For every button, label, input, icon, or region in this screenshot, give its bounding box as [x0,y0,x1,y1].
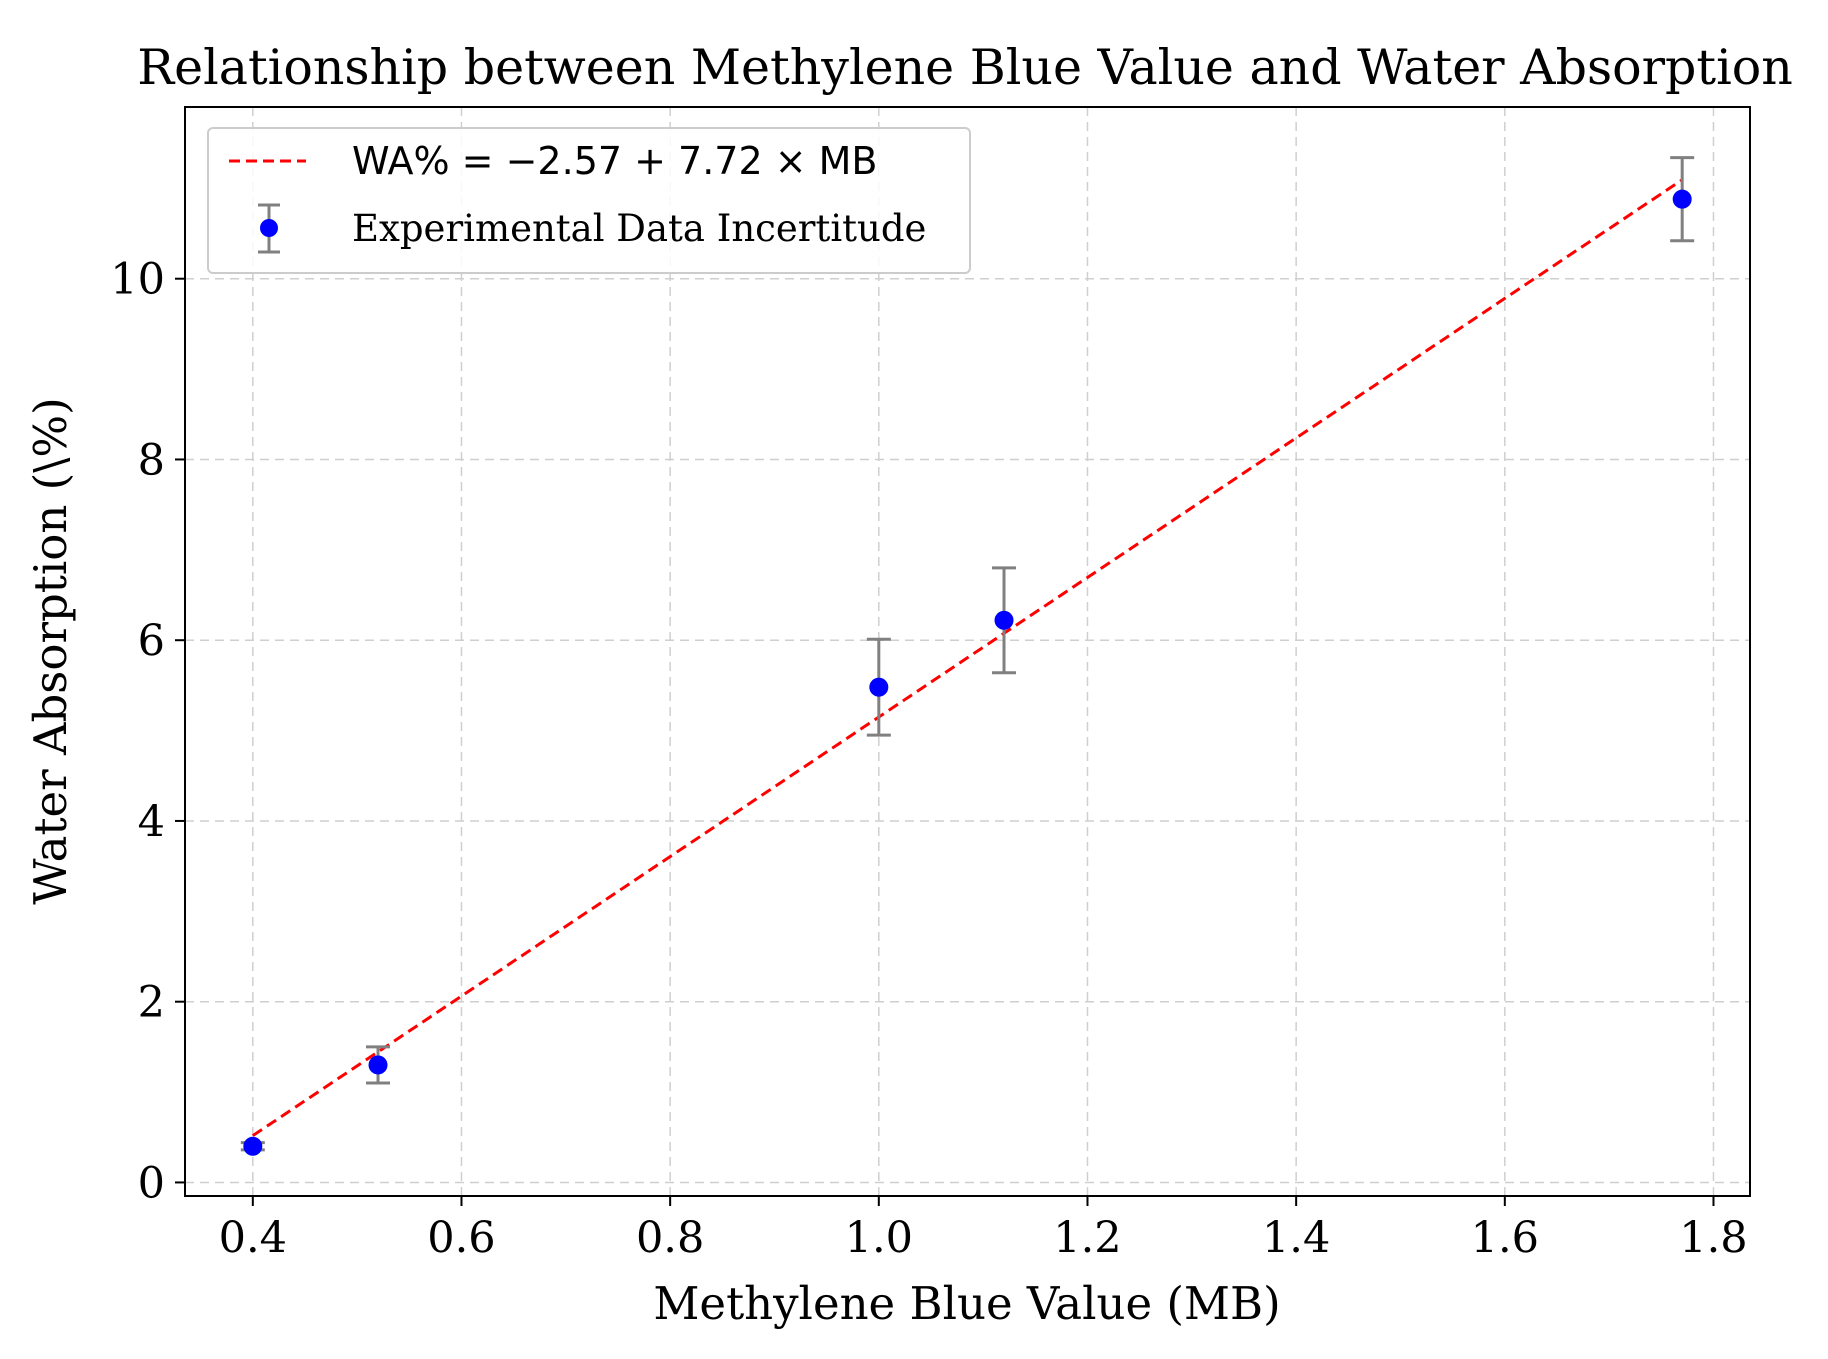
y-tick-label: 0 [138,1158,165,1208]
fit-line-group [251,178,1684,1137]
legend: WA% = −2.57 + 7.72 × MB Experimental Dat… [207,127,971,274]
chart-title: Relationship between Methylene Blue Valu… [137,39,1793,96]
data-point [869,677,889,697]
x-tick-label: 1.6 [1471,1213,1539,1263]
data-point [243,1136,263,1156]
x-tick-label: 0.4 [219,1213,287,1263]
x-tick-label: 1.4 [1262,1213,1330,1263]
y-tick-label: 2 [138,978,165,1028]
data-point [1672,189,1692,209]
y-axis-label: Water Absorption (\%) [24,397,77,904]
x-tick-label: 1.2 [1053,1213,1121,1263]
data-points-group [240,156,1695,1156]
legend-fit-line-label: WA% = −2.57 + 7.72 × MB [352,139,878,183]
data-point [994,610,1014,630]
y-tick-label: 6 [138,616,165,666]
x-tick-label: 0.6 [427,1213,495,1263]
legend-data-label: Experimental Data Incertitude [352,207,926,250]
x-axis-ticks: 0.4 0.6 0.8 1.0 1.2 1.4 1.6 1.8 [219,1196,1748,1263]
x-tick-label: 0.8 [636,1213,704,1263]
data-point [368,1055,388,1075]
fit-line [251,178,1684,1137]
plot-area-frame [184,106,1751,1197]
y-tick-label: 4 [138,797,165,847]
y-axis-ticks: 0 2 4 6 8 10 [110,255,185,1208]
x-tick-label: 1.8 [1679,1213,1747,1263]
legend-frame [207,127,971,274]
y-tick-label: 10 [110,255,165,305]
x-tick-label: 1.0 [845,1213,913,1263]
x-axis-label: Methylene Blue Value (MB) [653,1277,1280,1330]
legend-point-swatch [260,219,278,237]
grid [185,107,1750,1196]
y-tick-label: 8 [138,435,165,485]
